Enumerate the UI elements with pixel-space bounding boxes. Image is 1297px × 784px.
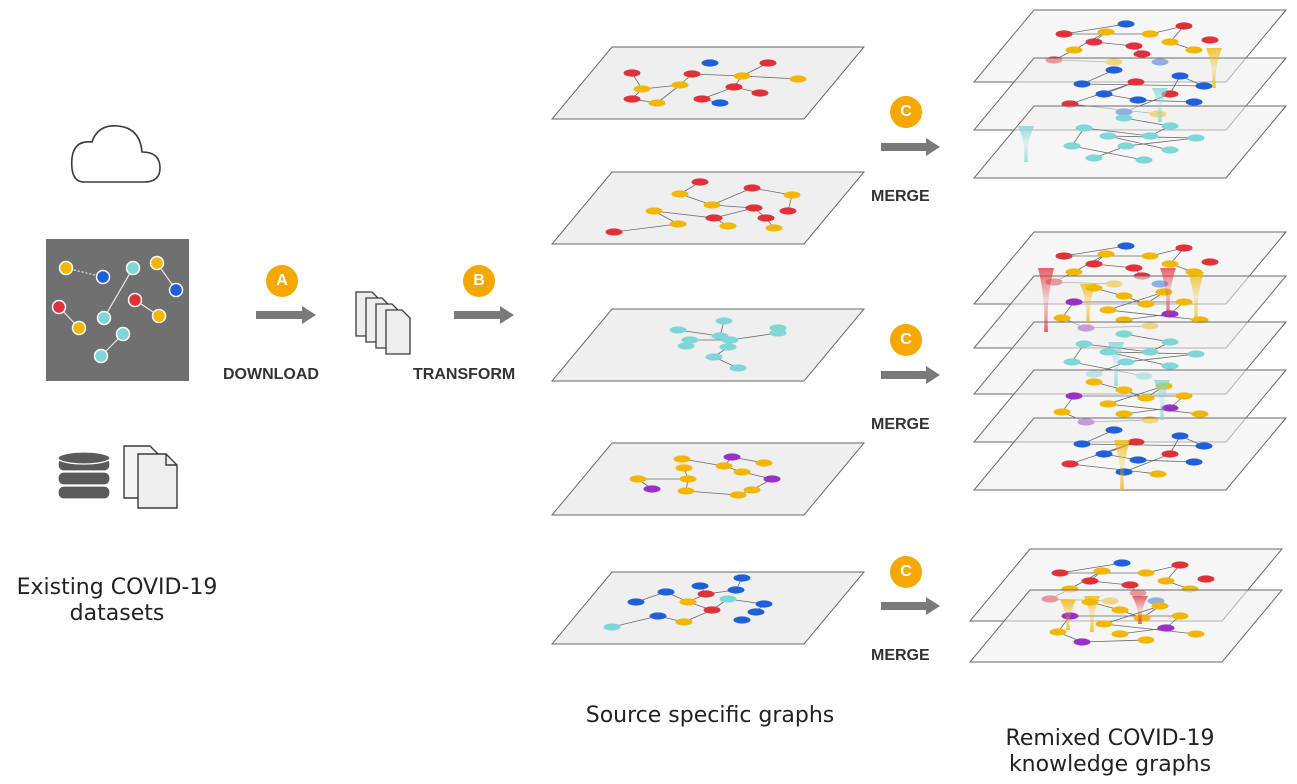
- transform-arrow: [454, 306, 514, 324]
- source-graph-plane-4: [550, 442, 866, 516]
- source-graph-plane-2: [550, 171, 866, 245]
- link-tube: [1160, 268, 1176, 314]
- datasets-caption-line-1: Existing COVID-19: [16, 575, 218, 600]
- remixed-stack-3: [968, 548, 1284, 663]
- link-tube: [1132, 596, 1148, 624]
- link-tube: [1038, 268, 1054, 332]
- merge-label-1: MERGE: [871, 188, 930, 205]
- link-tube: [1114, 440, 1130, 490]
- cloud-icon: [70, 125, 161, 183]
- merge-arrow-1: [881, 138, 940, 156]
- link-tube: [1152, 88, 1168, 122]
- link-tube: [1018, 126, 1034, 162]
- flow-arrows: [256, 138, 940, 615]
- source-graph-plane-1: [550, 46, 866, 120]
- step-badge-transform: B: [463, 265, 495, 297]
- download-arrow: [256, 306, 316, 324]
- step-badge-merge-1: C: [890, 96, 922, 128]
- merge-label-2: MERGE: [871, 416, 930, 433]
- remixed-caption-line-1: Remixed COVID-19: [1005, 726, 1215, 751]
- source-graphs-caption: Source specific graphs: [585, 703, 835, 728]
- remixed-stack-2: [972, 231, 1288, 491]
- merge-label-3: MERGE: [871, 647, 930, 664]
- network-graph-icon: [46, 239, 189, 381]
- source-graph-plane-3: [550, 308, 866, 382]
- download-label: DOWNLOAD: [223, 366, 319, 383]
- step-badge-merge-3: C: [890, 556, 922, 588]
- link-tube: [1188, 272, 1204, 322]
- link-tube: [1060, 600, 1076, 630]
- source-graph-plane-5: [550, 571, 866, 645]
- step-badge-download: A: [266, 265, 298, 297]
- remixed-caption-line-2: knowledge graphs: [1008, 752, 1212, 777]
- remixed-graphs-caption: Remixed COVID-19 knowledge graphs: [960, 726, 1260, 778]
- database-icon: [57, 451, 111, 500]
- merge-arrow-2: [881, 366, 940, 384]
- remixed-stack-1: [972, 9, 1288, 179]
- link-tube: [1084, 596, 1100, 632]
- link-tube: [1108, 342, 1124, 386]
- remixed-stack-1-layer-3: [972, 105, 1288, 179]
- file-stack-icon: [355, 291, 411, 355]
- datasets-caption-line-2: datasets: [69, 601, 165, 626]
- link-tube: [1206, 48, 1222, 88]
- link-tube: [1080, 284, 1096, 322]
- transform-label: TRANSFORM: [413, 366, 516, 383]
- graph-planes: [550, 9, 1288, 663]
- step-badge-merge-2: C: [890, 324, 922, 356]
- documents-icon: [123, 445, 178, 509]
- link-tube: [1154, 380, 1170, 420]
- datasets-caption: Existing COVID-19 datasets: [0, 575, 234, 627]
- merge-arrow-3: [881, 597, 940, 615]
- remixed-stack-2-layer-5: [972, 417, 1288, 491]
